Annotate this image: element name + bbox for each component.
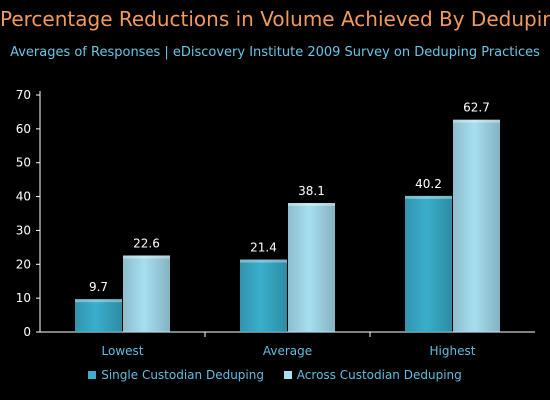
legend-label-across-custodian: Across Custodian Deduping	[296, 368, 462, 382]
legend-swatch-single-custodian	[88, 371, 97, 379]
bar-single-custodian-highest	[405, 195, 452, 332]
bar-top-highlight	[453, 119, 500, 123]
y-tick-label: 40	[16, 190, 31, 204]
y-tick-label: 70	[16, 88, 31, 102]
chart-subtitle: Averages of Responses | eDiscovery Insti…	[10, 45, 540, 60]
bar-top-highlight	[288, 203, 335, 207]
bar-single-custodian-lowest	[75, 299, 122, 332]
data-label: 62.7	[463, 101, 490, 115]
legend-label-single-custodian: Single Custodian Deduping	[101, 368, 264, 382]
y-tick-label: 60	[16, 122, 31, 136]
y-tick-label: 20	[16, 257, 31, 271]
chart-legend: Single Custodian Deduping Across Custodi…	[0, 367, 550, 383]
bar-single-custodian-average	[240, 259, 287, 332]
bar-across-custodian-lowest	[123, 255, 170, 332]
legend-item-across-custodian: Across Custodian Deduping	[283, 367, 462, 383]
bar-top-highlight	[75, 299, 122, 303]
bar-across-custodian-average	[288, 203, 335, 332]
legend-swatch-across-custodian	[283, 371, 292, 379]
bar-top-highlight	[240, 259, 287, 263]
bar-top-highlight	[123, 255, 170, 259]
y-tick-label: 10	[16, 291, 31, 305]
data-label: 21.4	[250, 241, 277, 255]
legend-item-single-custodian: Single Custodian Deduping	[88, 367, 264, 383]
data-label: 22.6	[133, 236, 160, 250]
x-tick-label-average: Average	[263, 344, 312, 358]
y-tick-label: 0	[23, 325, 31, 339]
data-label: 38.1	[298, 184, 325, 198]
y-tick-label: 50	[16, 156, 31, 170]
x-tick-label-highest: Highest	[430, 344, 476, 358]
x-tick-label-lowest: Lowest	[102, 344, 144, 358]
data-label: 40.2	[415, 177, 442, 191]
data-label: 9.7	[89, 280, 108, 294]
bar-across-custodian-highest	[453, 119, 500, 332]
bar-top-highlight	[405, 195, 452, 199]
y-tick-label: 30	[16, 223, 31, 237]
chart-title: Percentage Reductions in Volume Achieved…	[0, 7, 550, 31]
